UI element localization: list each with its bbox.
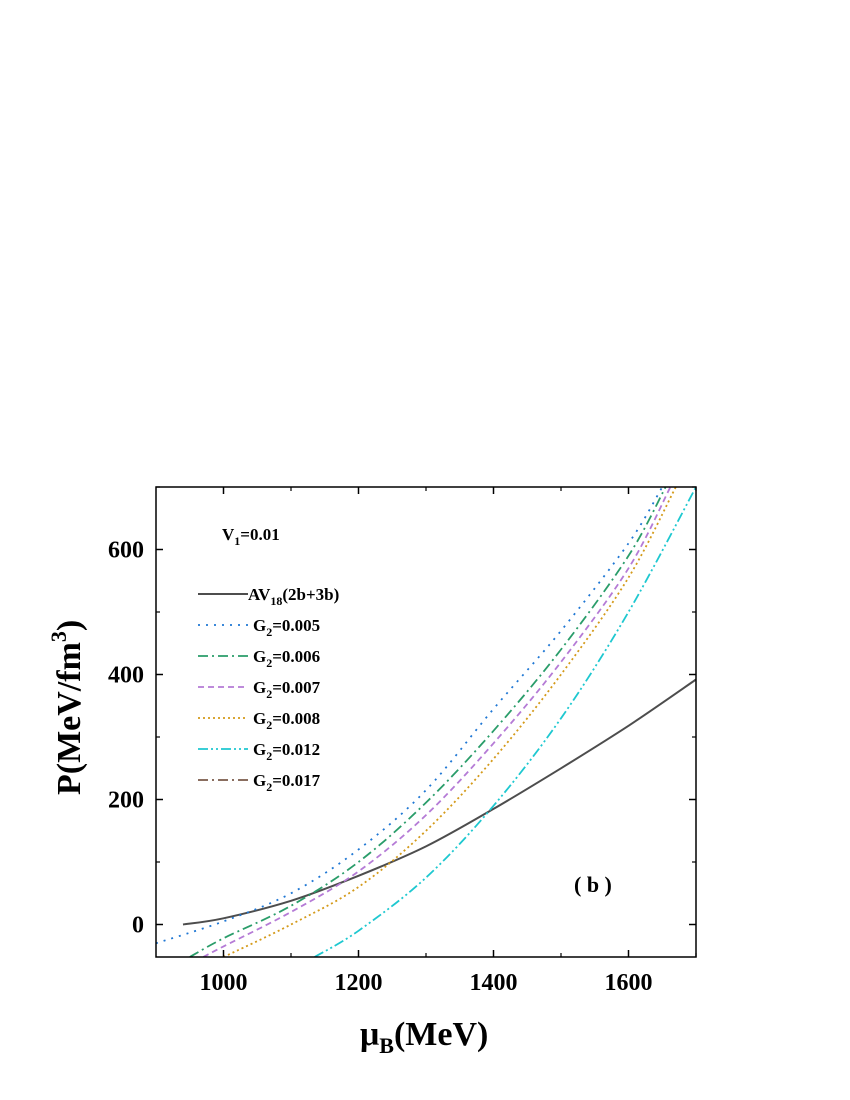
y-tick-label: 600: [108, 538, 144, 564]
y-tick-label: 0: [132, 913, 144, 939]
legend-label-3: G2=0.007: [253, 678, 321, 701]
x-tick-label: 1200: [335, 970, 383, 996]
x-tick-label: 1000: [200, 970, 248, 996]
legend: AV18(2b+3b) G2=0.005 G2=0.006 G2=0.007 G2=0.…: [198, 585, 339, 794]
x-axis-title: μB(MeV): [360, 1016, 488, 1058]
series-line-5: [314, 487, 696, 957]
annotation: V1=0.01: [222, 525, 280, 548]
legend-label-2: G2=0.006: [253, 647, 320, 670]
series-line-1: [156, 487, 664, 945]
y-tick-label: 200: [108, 788, 144, 814]
series-line-0: [182, 678, 696, 926]
y-axis-title: P(MeV/fm3): [46, 620, 88, 795]
x-tick-label: 1400: [470, 970, 518, 996]
legend-label-5: G2=0.012: [253, 740, 320, 763]
series-line-2: [189, 487, 667, 957]
series-layer: [156, 487, 696, 957]
ticks-layer: 1000 1200 1400 1600 0 200 400 600: [108, 486, 697, 996]
legend-label-6: G2=0.017: [253, 771, 321, 794]
panel-label: ( b ): [574, 872, 612, 897]
plot-frame: [155, 486, 697, 958]
x-tick-label: 1600: [605, 970, 653, 996]
y-tick-label: 400: [108, 663, 144, 689]
series-line-3: [202, 487, 672, 957]
legend-label-1: G2=0.005: [253, 616, 320, 639]
legend-label-0: AV18(2b+3b): [248, 585, 339, 608]
legend-label-4: G2=0.008: [253, 709, 320, 732]
